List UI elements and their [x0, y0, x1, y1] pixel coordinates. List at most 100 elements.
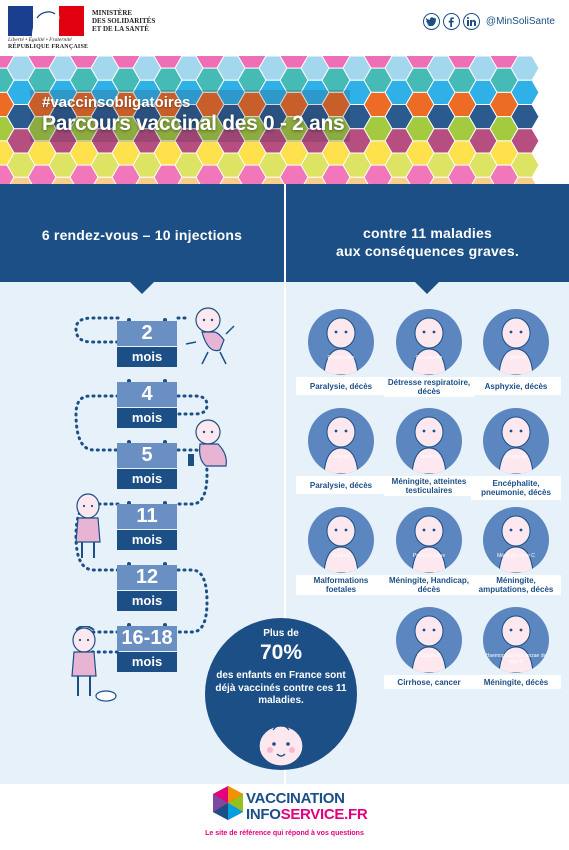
- marianne-profile-icon: [32, 10, 60, 36]
- sore-throat-baby-icon: Diphtérie: [483, 309, 549, 375]
- disease-name: Tétanos: [331, 454, 351, 460]
- footer-tagline: Le site de référence qui répond à vos qu…: [205, 830, 364, 837]
- disease-name: Rubéole: [331, 553, 351, 559]
- illustration: [498, 317, 534, 375]
- facebook-icon[interactable]: [442, 13, 460, 30]
- linkedin-icon[interactable]: [462, 13, 480, 30]
- ministry-line: ET DE LA SANTÉ: [92, 25, 149, 33]
- disease-name: Méningocoque C: [497, 553, 535, 559]
- calendar-value: 12: [117, 565, 177, 590]
- hexagon-tile: [153, 164, 183, 184]
- disease-consequence: Asphyxie, décès: [471, 377, 561, 395]
- illustration: [323, 515, 359, 573]
- republic-name: RÉPUBLIQUE FRANÇAISE: [8, 44, 89, 50]
- wheelchair-icon: Poliomyélite: [308, 309, 374, 375]
- calendar-value: 16-18: [117, 626, 177, 651]
- calendar-page: 4 mois: [117, 379, 177, 428]
- calendar-page: 5 mois: [117, 440, 177, 489]
- hexagon-tile: [489, 164, 519, 184]
- disease-consequence: Paralysie, décès: [296, 377, 386, 395]
- hexagon-pattern-background: [0, 56, 540, 184]
- calendar-unit: mois: [117, 347, 177, 367]
- brand-service: SERVICE.FR: [280, 806, 368, 823]
- disease-name: Hépatite B: [417, 653, 441, 659]
- disease-consequence: Méningite, atteintes testiculaires: [384, 476, 474, 496]
- vaccination-info-service-logo: [213, 786, 243, 820]
- hexagon-tile: [237, 164, 267, 184]
- diseases-heading-line2: aux conséquences graves.: [336, 243, 519, 259]
- diseases-heading-line1: contre 11 maladies: [363, 225, 492, 241]
- calendar-unit: mois: [117, 652, 177, 672]
- schedule-heading: 6 rendez-vous – 10 injections: [41, 227, 243, 243]
- illustration: [498, 615, 534, 673]
- brand-info: INFO: [246, 806, 281, 823]
- calendar-value: 11: [117, 504, 177, 529]
- sitting-baby-icon: [188, 419, 227, 467]
- calendar-value: 5: [117, 443, 177, 468]
- disease-name: Diphtérie: [505, 355, 526, 361]
- hexagon-tile: [279, 164, 309, 184]
- hexagon-tile: [513, 176, 537, 184]
- hashtag: #vaccinsobligatoires: [42, 94, 191, 111]
- illustration: [411, 416, 447, 474]
- disease-name: Oreillons: [419, 454, 439, 460]
- social-handle[interactable]: @MinSoliSante: [485, 16, 555, 27]
- ministry-name: MINISTÈRE DES SOLIDARITÉS ET DE LA SANTÉ: [92, 9, 155, 33]
- calendar-value: 4: [117, 382, 177, 407]
- calendar-page: 12 mois: [117, 562, 177, 611]
- motto: Liberté • Égalité • Fraternité: [8, 37, 72, 43]
- disease-consequence: Malformations foetales: [296, 575, 386, 595]
- swollen-cheeks-icon: Oreillons: [396, 408, 462, 474]
- hexagon-tile: [363, 164, 393, 184]
- header-pointer: [130, 282, 154, 294]
- twitter-icon[interactable]: [422, 13, 440, 30]
- lungs-icon: Pneumocoque: [396, 507, 462, 573]
- disease-consequence: Paralysie, décès: [296, 476, 386, 494]
- hero-banner: #vaccinsobligatoires Parcours vaccinal d…: [0, 56, 569, 184]
- toddler-potty-icon: [71, 626, 117, 702]
- disease-name: Haemophilus Influenzae de type b: [485, 653, 547, 665]
- hexagon-tile: [0, 164, 15, 184]
- hexagon-tile: [69, 164, 99, 184]
- calendar-unit: mois: [117, 591, 177, 611]
- hexagon-tile: [111, 164, 141, 184]
- diseases-header: contre 11 maladies aux conséquences grav…: [286, 184, 569, 294]
- brand-line2: INFOSERVICE.FR: [246, 806, 368, 823]
- calendar-value: 2: [117, 321, 177, 346]
- disease-name: Rougeole: [505, 454, 527, 460]
- calendar-unit: mois: [117, 469, 177, 489]
- header-pointer: [415, 282, 439, 294]
- brand-line1: VACCINATION: [246, 790, 345, 807]
- standing-baby-icon: [75, 493, 101, 558]
- disease-consequence: Cirrhose, cancer: [384, 675, 474, 689]
- schedule-header: 6 rendez-vous – 10 injections: [0, 184, 284, 294]
- calendar-page: 11 mois: [117, 501, 177, 550]
- sick-baby-icon: Haemophilus Influenzae de type b: [483, 607, 549, 673]
- footer-brand[interactable]: VACCINATION INFOSERVICE.FR: [246, 790, 368, 823]
- disease-consequence: Encéphalite, pneumonie, décès: [471, 476, 561, 500]
- illustration: [411, 615, 447, 673]
- disease-name: Pneumocoque: [412, 553, 446, 559]
- illustration: [498, 515, 534, 573]
- hexagon-tile: [27, 164, 57, 184]
- top-bar: Liberté • Égalité • Fraternité RÉPUBLIQU…: [0, 0, 569, 56]
- illustration: [498, 416, 534, 474]
- stat-percent: 70%: [259, 641, 303, 664]
- disease-consequence: Méningite, Handicap, décès: [384, 575, 474, 595]
- stat-prefix: Plus de: [263, 628, 299, 639]
- rash-baby-icon: Rougeole: [483, 408, 549, 474]
- stat-text: des enfants en France sont déjà vaccinés…: [215, 670, 347, 706]
- title-backdrop: [30, 90, 350, 142]
- spotted-baby-icon: Rubéole: [308, 507, 374, 573]
- hexagon-tile: [321, 164, 351, 184]
- calendar-page: 16-18 mois: [117, 623, 177, 672]
- tense-baby-icon: Tétanos: [308, 408, 374, 474]
- illustration: [323, 416, 359, 474]
- disease-consequence: Méningite, amputations, décès: [471, 575, 561, 595]
- stat-bubble: Plus de 70% des enfants en France sont d…: [205, 618, 357, 770]
- ministry-line: MINISTÈRE: [92, 9, 133, 17]
- hexagon-tile: [447, 164, 477, 184]
- smiling-baby-icon: [258, 724, 304, 767]
- illustration: [323, 317, 359, 375]
- republic-logo: Liberté • Égalité • Fraternité RÉPUBLIQU…: [8, 6, 88, 50]
